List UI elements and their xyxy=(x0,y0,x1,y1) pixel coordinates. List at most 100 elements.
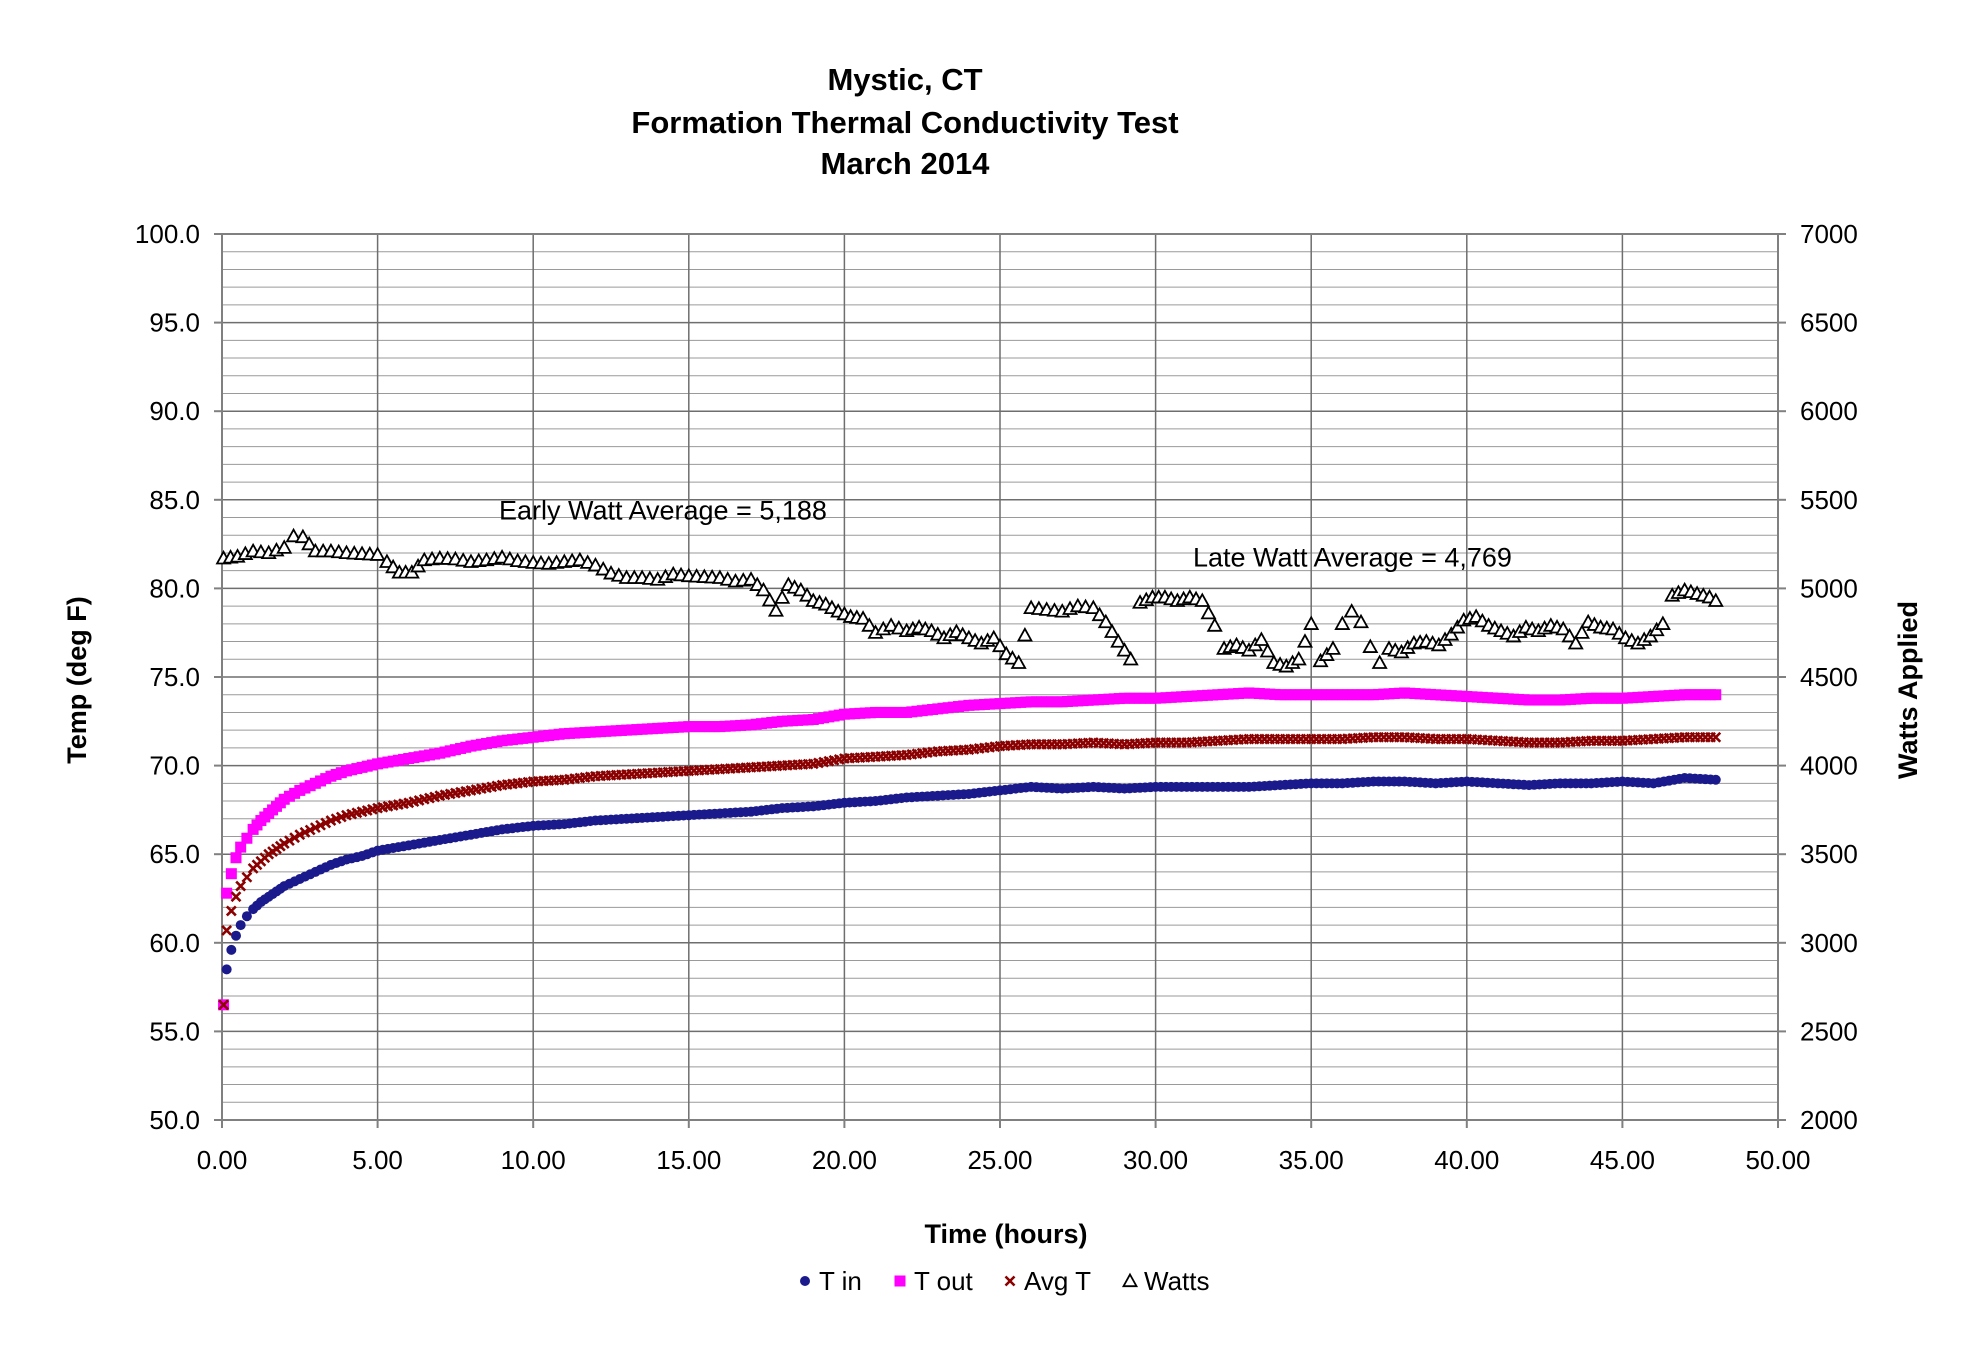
data-point xyxy=(749,576,766,591)
x-tick-label: 15.00 xyxy=(656,1145,721,1175)
data-point xyxy=(221,887,233,899)
data-point xyxy=(218,999,229,1011)
data-point xyxy=(1710,774,1721,785)
data-point xyxy=(301,535,318,551)
data-point xyxy=(792,581,809,597)
data-point xyxy=(235,880,247,892)
data-point xyxy=(289,832,301,844)
data-point xyxy=(1449,619,1466,634)
series-watts xyxy=(215,527,1724,673)
data-point xyxy=(1334,615,1351,630)
data-point xyxy=(890,619,907,635)
legend-marker xyxy=(894,1275,906,1287)
data-point xyxy=(1555,620,1572,636)
data-point xyxy=(1303,615,1320,630)
left-tick-label: 95.0 xyxy=(149,308,200,338)
left-tick-label: 60.0 xyxy=(149,928,200,958)
data-point xyxy=(1343,603,1360,618)
x-axis-label: Time (hours) xyxy=(924,1219,1087,1249)
data-point xyxy=(1352,613,1370,629)
chart-title-line-1: Mystic, CT xyxy=(827,62,982,97)
x-tick-label: 25.00 xyxy=(967,1145,1032,1175)
chart-title: Mystic, CT Formation Thermal Conductivit… xyxy=(631,62,1178,181)
legend-marker xyxy=(800,1276,810,1286)
data-point xyxy=(855,610,872,625)
x-tick-label: 5.00 xyxy=(352,1145,403,1175)
right-tick-label: 4000 xyxy=(1800,751,1858,781)
left-tick-label: 85.0 xyxy=(149,485,200,515)
data-point xyxy=(1443,626,1460,641)
data-point xyxy=(369,546,386,561)
legend-marker xyxy=(1121,1272,1139,1288)
left-tick-label: 100.0 xyxy=(135,219,200,249)
annotation-early-watt-average: Early Watt Average = 5,188 xyxy=(499,495,827,525)
right-tick-label: 3500 xyxy=(1800,839,1858,869)
data-point xyxy=(230,852,242,864)
data-point xyxy=(767,602,784,617)
x-tick-label: 45.00 xyxy=(1590,1145,1655,1175)
data-point xyxy=(221,924,233,936)
data-point xyxy=(1290,650,1307,666)
data-point xyxy=(1707,592,1724,607)
annotation-late-watt-average: Late Watt Average = 4,769 xyxy=(1193,542,1512,572)
data-point xyxy=(1116,642,1133,657)
data-point xyxy=(743,571,760,586)
data-series xyxy=(215,527,1724,1011)
legend-label: T in xyxy=(819,1266,862,1296)
data-point xyxy=(579,554,596,569)
data-point xyxy=(1010,654,1027,669)
data-point xyxy=(1362,638,1379,653)
data-point xyxy=(1561,627,1578,643)
data-point xyxy=(1091,606,1108,622)
data-point xyxy=(1710,689,1722,701)
legend-marker xyxy=(1004,1275,1016,1287)
series-avg-t xyxy=(218,731,1722,1011)
left-tick-label: 80.0 xyxy=(149,573,200,603)
data-point xyxy=(587,557,604,572)
data-point xyxy=(1573,624,1590,639)
x-tick-label: 0.00 xyxy=(197,1145,248,1175)
x-tick-label: 20.00 xyxy=(812,1145,877,1175)
data-point xyxy=(774,589,791,604)
data-point xyxy=(226,944,237,955)
right-tick-label: 4500 xyxy=(1800,662,1858,692)
legend-label: T out xyxy=(914,1266,974,1296)
data-point xyxy=(225,868,237,880)
data-point xyxy=(1324,640,1342,655)
right-tick-label: 2500 xyxy=(1800,1016,1858,1046)
data-point xyxy=(1259,642,1276,658)
data-point xyxy=(1206,617,1223,632)
data-point xyxy=(241,871,253,883)
left-tick-label: 50.0 xyxy=(149,1105,200,1135)
right-axis-label: Watts Applied xyxy=(1893,601,1923,779)
data-point xyxy=(799,587,816,602)
data-point xyxy=(278,838,290,849)
data-point xyxy=(276,539,293,554)
x-tick-label: 40.00 xyxy=(1434,1145,1499,1175)
data-point xyxy=(235,841,247,853)
data-point xyxy=(985,629,1002,645)
data-point xyxy=(225,905,237,917)
right-tick-label: 3000 xyxy=(1800,928,1858,958)
data-point xyxy=(378,553,395,568)
data-point xyxy=(1016,627,1033,642)
right-tick-label: 5500 xyxy=(1800,485,1858,515)
data-point xyxy=(1194,592,1211,607)
left-axis-label: Temp (deg F) xyxy=(62,596,92,763)
data-point xyxy=(294,528,311,544)
data-point xyxy=(595,560,612,576)
major-gridlines xyxy=(222,234,1778,1120)
axis-tick-marks xyxy=(214,233,1786,1128)
x-tick-label: 35.00 xyxy=(1279,1145,1344,1175)
data-point xyxy=(861,617,878,632)
data-point xyxy=(1253,631,1270,646)
data-point xyxy=(231,930,242,941)
left-axis-tick-labels: 50.0 55.0 60.0 65.0 70.0 75.0 80.0 85.0 90.0 95.0… xyxy=(135,219,200,1135)
x-axis-tick-labels: 0.00 5.00 10.00 15.00 20.00 25.00 30.00 35.00 40… xyxy=(197,1145,1811,1175)
x-tick-label: 10.00 xyxy=(501,1145,566,1175)
data-point xyxy=(1122,650,1139,666)
left-tick-label: 75.0 xyxy=(149,662,200,692)
data-point xyxy=(241,832,253,844)
data-point xyxy=(284,835,295,847)
